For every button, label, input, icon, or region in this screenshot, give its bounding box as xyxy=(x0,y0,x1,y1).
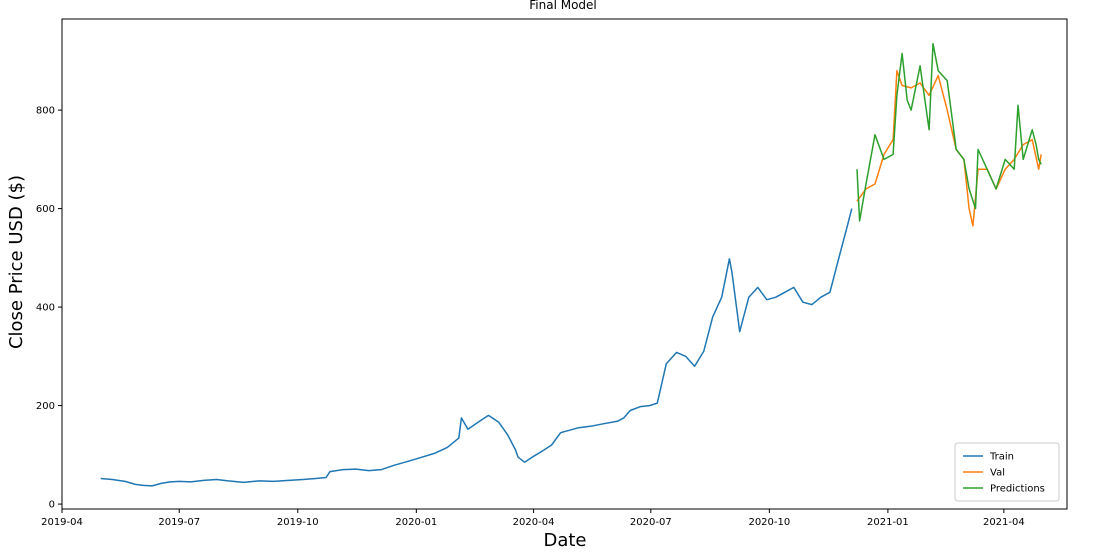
legend-label-train: Train xyxy=(989,452,1014,463)
legend: Train Val Predictions xyxy=(954,442,1060,502)
legend-label-val: Val xyxy=(990,468,1005,479)
y-axis-title: Close Price USD ($) xyxy=(6,175,27,349)
y-tick-label: 0 xyxy=(49,500,55,511)
x-tick-label: 2019-07 xyxy=(158,517,200,528)
legend-box xyxy=(954,442,1060,502)
y-tick-label: 600 xyxy=(36,204,55,215)
series-layer xyxy=(100,42,1042,487)
x-axis: 2019-04 2019-07 2019-10 2020-01 2020-04 2020-… xyxy=(41,509,1025,528)
series-line-train xyxy=(100,208,853,487)
x-tick-label: 2020-04 xyxy=(513,517,555,528)
x-tick-label: 2019-04 xyxy=(41,517,83,528)
x-tick-label: 2019-10 xyxy=(277,517,319,528)
x-tick-label: 2021-01 xyxy=(867,517,909,528)
series-line-predictions xyxy=(856,42,1042,222)
legend-label-predictions: Predictions xyxy=(990,484,1045,495)
y-tick-label: 400 xyxy=(36,303,55,314)
x-tick-label: 2021-04 xyxy=(983,517,1025,528)
x-tick-label: 2020-01 xyxy=(395,517,437,528)
x-tick-label: 2020-10 xyxy=(748,517,790,528)
x-axis-title: Date xyxy=(543,530,586,551)
plot-frame xyxy=(61,18,1068,510)
x-tick-label: 2020-07 xyxy=(630,517,672,528)
chart-title: Final Model xyxy=(529,0,597,12)
y-axis: 0 200 400 600 800 xyxy=(36,106,62,511)
y-tick-label: 800 xyxy=(36,106,55,117)
y-tick-label: 200 xyxy=(36,401,55,412)
